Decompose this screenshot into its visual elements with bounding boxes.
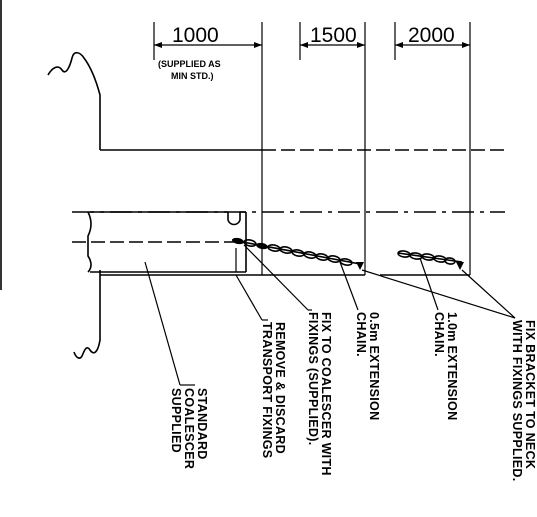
- dim-1500-label: 1500: [310, 24, 357, 47]
- arrowhead: [154, 42, 162, 48]
- label-fix-to-coalescer: FIX TO COALESCER WITH FIXINGS (SUPPLIED)…: [306, 312, 333, 476]
- chain-10m: [397, 250, 464, 270]
- break-line-bottom: [73, 270, 101, 359]
- svg-text:SUPPLIED: SUPPLIED: [169, 388, 183, 453]
- svg-text:COALESCER: COALESCER: [182, 388, 196, 469]
- svg-text:0.5m EXTENSION: 0.5m EXTENSION: [367, 312, 381, 420]
- label-fix-bracket: FIX BRACKET TO NECK WITH FIXINGS SUPPLIE…: [510, 320, 537, 481]
- break-line-top: [47, 51, 101, 150]
- label-05m-extension: 0.5m EXTENSION CHAIN.: [354, 312, 381, 420]
- arrowhead: [357, 42, 365, 48]
- arrowhead: [462, 42, 470, 48]
- svg-text:FIXINGS (SUPPLIED).: FIXINGS (SUPPLIED).: [306, 312, 320, 446]
- arrowhead: [300, 42, 308, 48]
- label-remove-transport-fixings: REMOVE & DISCARD TRANSPORT FIXINGS: [260, 322, 287, 458]
- supplied-note-line1: (SUPPLIED AS: [158, 59, 221, 69]
- svg-text:FIX BRACKET TO NECK: FIX BRACKET TO NECK: [523, 320, 537, 469]
- chain-05m: [231, 237, 364, 270]
- label-standard-coalescer: STANDARD COALESCER SUPPLIED: [169, 388, 209, 469]
- svg-text:CHAIN.: CHAIN.: [354, 312, 368, 357]
- svg-text:WITH FIXINGS SUPPLIED.: WITH FIXINGS SUPPLIED.: [510, 320, 524, 481]
- svg-text:REMOVE & DISCARD: REMOVE & DISCARD: [273, 322, 287, 454]
- svg-text:CHAIN.: CHAIN.: [432, 312, 446, 357]
- coalescer-left-break: [87, 211, 92, 273]
- svg-text:1.0m EXTENSION: 1.0m EXTENSION: [445, 312, 459, 420]
- arrowhead: [395, 42, 403, 48]
- arrowhead: [254, 42, 262, 48]
- svg-text:FIX TO COALESCER WITH: FIX TO COALESCER WITH: [319, 312, 333, 476]
- dim-1000-label: 1000: [172, 24, 219, 47]
- transport-fixing-notch: [227, 211, 246, 226]
- svg-text:TRANSPORT FIXINGS: TRANSPORT FIXINGS: [260, 322, 274, 458]
- dim-2000-label: 2000: [408, 24, 455, 47]
- svg-text:STANDARD: STANDARD: [195, 388, 209, 460]
- label-10m-extension: 1.0m EXTENSION CHAIN.: [432, 312, 459, 420]
- supplied-note-line2: MIN STD.): [171, 71, 214, 81]
- leader-lines: [144, 244, 516, 386]
